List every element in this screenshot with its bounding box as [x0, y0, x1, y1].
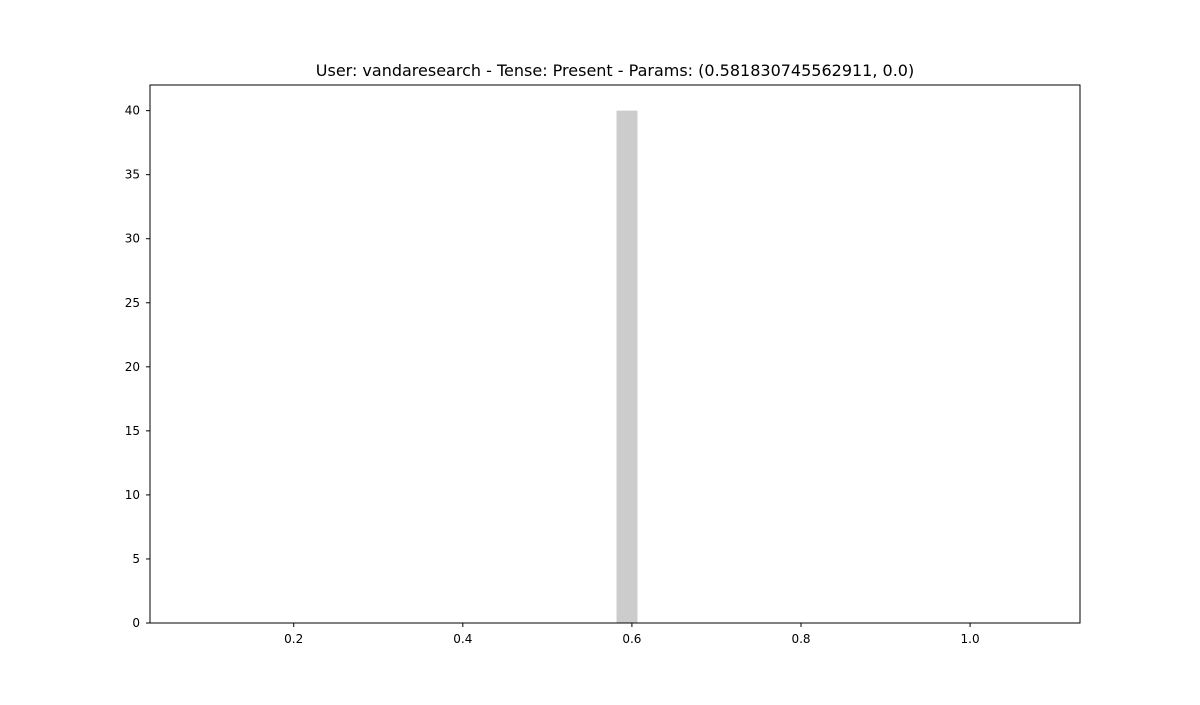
y-tick-label: 40	[125, 104, 140, 118]
y-tick-label: 15	[125, 424, 140, 438]
plot-area-frame	[149, 84, 1081, 624]
x-tick-label: 0.6	[622, 632, 641, 646]
x-axis-ticks: 0.2 0.4 0.6 0.8 1.0	[284, 623, 980, 646]
y-tick-label: 10	[125, 488, 140, 502]
x-tick-label: 0.8	[791, 632, 810, 646]
y-tick-label: 30	[125, 232, 140, 246]
x-tick-label: 0.2	[284, 632, 303, 646]
y-axis-ticks: 0 5 10 15 20 25 30 35 40	[125, 104, 150, 630]
y-tick-label: 20	[125, 360, 140, 374]
chart-title: User: vandaresearch - Tense: Present - P…	[316, 61, 914, 80]
bars-layer	[616, 110, 638, 624]
x-tick-label: 1.0	[961, 632, 980, 646]
y-tick-label: 25	[125, 296, 140, 310]
histogram-bar	[616, 110, 638, 624]
y-tick-label: 35	[125, 168, 140, 182]
y-tick-label: 5	[132, 552, 140, 566]
x-tick-label: 0.4	[453, 632, 472, 646]
y-tick-label: 0	[132, 616, 140, 630]
